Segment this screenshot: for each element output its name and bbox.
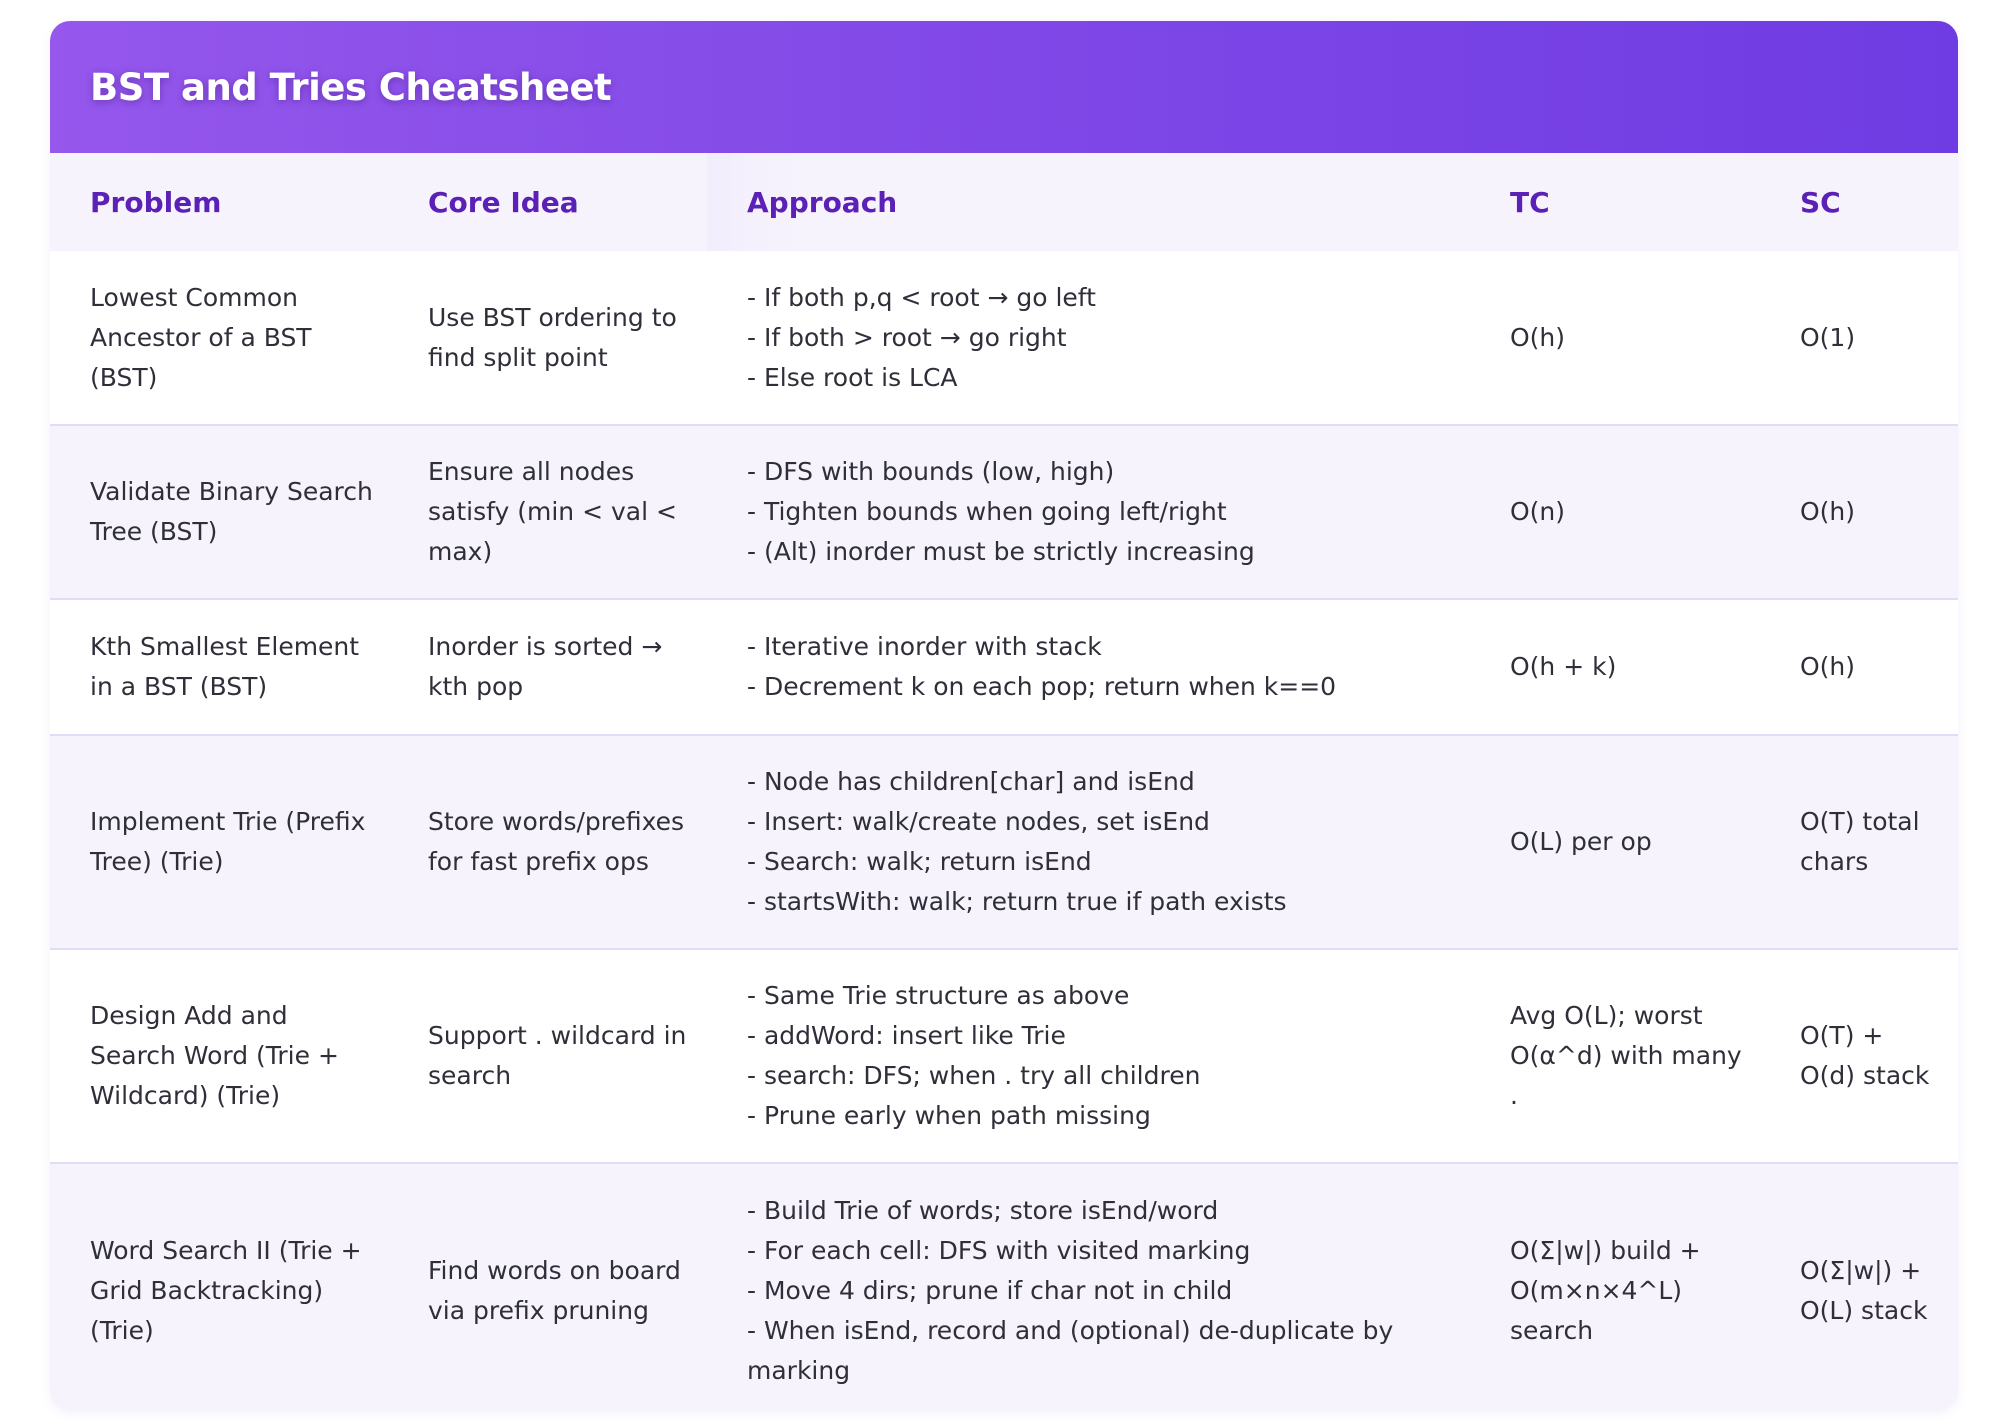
page-title: BST and Tries Cheatsheet bbox=[90, 65, 612, 109]
table-row: Implement Trie (Prefix Tree) (Trie) Stor… bbox=[50, 734, 1958, 949]
cell-approach: - Same Trie structure as above - addWord… bbox=[707, 948, 1470, 1163]
cell-approach: - If both p,q < root → go left - If both… bbox=[707, 251, 1470, 425]
cell-approach: - Node has children[char] and isEnd - In… bbox=[707, 734, 1470, 949]
approach-step: - Decrement k on each pop; return when k… bbox=[747, 672, 1337, 701]
cell-problem: Word Search II (Trie + Grid Backtracking… bbox=[50, 1162, 388, 1411]
cell-sc: O(h) bbox=[1760, 598, 1958, 735]
approach-step: - search: DFS; when . try all children bbox=[747, 1061, 1201, 1090]
approach-step: - Build Trie of words; store isEnd/word bbox=[747, 1195, 1219, 1225]
cell-core-idea: Inorder is sorted → kth pop bbox=[388, 598, 707, 735]
cell-problem: Validate Binary Search Tree (BST) bbox=[50, 424, 388, 599]
column-header-approach: Approach bbox=[707, 153, 1470, 251]
cell-sc: O(T) total chars bbox=[1760, 734, 1958, 949]
cell-approach: - Iterative inorder with stack - Decreme… bbox=[707, 598, 1470, 735]
cell-tc: O(n) bbox=[1470, 424, 1760, 599]
cell-sc: O(h) bbox=[1760, 424, 1958, 599]
approach-step: - Else root is LCA bbox=[747, 362, 958, 392]
column-header-core-idea: Core Idea bbox=[388, 153, 707, 251]
cell-core-idea: Use BST ordering to find split point bbox=[388, 251, 707, 425]
column-header-problem: Problem bbox=[50, 153, 388, 251]
cell-sc: O(Σ|w|) + O(L) stack bbox=[1760, 1162, 1958, 1411]
cell-tc: O(h) bbox=[1470, 251, 1760, 425]
table-row: Kth Smallest Element in a BST (BST) Inor… bbox=[50, 598, 1958, 735]
column-header-tc: TC bbox=[1470, 153, 1760, 251]
approach-step: - (Alt) inorder must be strictly increas… bbox=[747, 537, 1255, 566]
cheatsheet-card: BST and Tries Cheatsheet Problem Core Id… bbox=[50, 21, 1958, 1411]
approach-step: - Insert: walk/create nodes, set isEnd bbox=[747, 807, 1210, 836]
approach-step: - startsWith: walk; return true if path … bbox=[747, 887, 1287, 916]
table-row: Lowest Common Ancestor of a BST (BST) Us… bbox=[50, 251, 1958, 425]
cell-problem: Implement Trie (Prefix Tree) (Trie) bbox=[50, 734, 388, 949]
approach-step: - Search: walk; return isEnd bbox=[747, 847, 1092, 876]
table-header: Problem Core Idea Approach TC SC bbox=[50, 153, 1958, 251]
cell-problem: Design Add and Search Word (Trie + Wildc… bbox=[50, 948, 388, 1163]
cell-approach: - Build Trie of words; store isEnd/word … bbox=[707, 1162, 1470, 1411]
approach-step: - Iterative inorder with stack bbox=[747, 632, 1102, 661]
approach-step: - Prune early when path missing bbox=[747, 1101, 1151, 1130]
cell-core-idea: Find words on board via prefix pruning bbox=[388, 1162, 707, 1411]
table-row: Design Add and Search Word (Trie + Wildc… bbox=[50, 948, 1958, 1163]
approach-step: - Tighten bounds when going left/right bbox=[747, 497, 1227, 526]
header-row: Problem Core Idea Approach TC SC bbox=[50, 153, 1958, 251]
cell-problem: Kth Smallest Element in a BST (BST) bbox=[50, 598, 388, 735]
approach-step: - Node has children[char] and isEnd bbox=[747, 767, 1195, 796]
cell-tc: O(h + k) bbox=[1470, 598, 1760, 735]
approach-step: - If both > root → go right bbox=[747, 322, 1067, 352]
approach-step: - Same Trie structure as above bbox=[747, 981, 1130, 1010]
cell-core-idea: Ensure all nodes satisfy (min < val < ma… bbox=[388, 424, 707, 599]
cell-tc: O(Σ|w|) build + O(m×n×4^L) search bbox=[1470, 1162, 1760, 1411]
table-row: Word Search II (Trie + Grid Backtracking… bbox=[50, 1162, 1958, 1411]
cell-problem: Lowest Common Ancestor of a BST (BST) bbox=[50, 251, 388, 425]
approach-step: - Move 4 dirs; prune if char not in chil… bbox=[747, 1275, 1233, 1305]
cheatsheet-table: Problem Core Idea Approach TC SC Lowest … bbox=[50, 153, 1958, 1411]
column-header-sc: SC bbox=[1760, 153, 1958, 251]
cell-tc: O(L) per op bbox=[1470, 734, 1760, 949]
approach-step: - addWord: insert like Trie bbox=[747, 1021, 1066, 1050]
cell-sc: O(1) bbox=[1760, 251, 1958, 425]
cell-core-idea: Store words/prefixes for fast prefix ops bbox=[388, 734, 707, 949]
table-body: Lowest Common Ancestor of a BST (BST) Us… bbox=[50, 251, 1958, 1411]
cell-core-idea: Support . wildcard in search bbox=[388, 948, 707, 1163]
approach-step: - When isEnd, record and (optional) de-d… bbox=[747, 1315, 1394, 1385]
cell-sc: O(T) + O(d) stack bbox=[1760, 948, 1958, 1163]
card-header: BST and Tries Cheatsheet bbox=[50, 21, 1958, 153]
approach-step: - DFS with bounds (low, high) bbox=[747, 457, 1115, 486]
cell-approach: - DFS with bounds (low, high) - Tighten … bbox=[707, 424, 1470, 599]
approach-step: - If both p,q < root → go left bbox=[747, 282, 1096, 312]
cell-tc: Avg O(L); worst O(α^d) with many . bbox=[1470, 948, 1760, 1163]
table-row: Validate Binary Search Tree (BST) Ensure… bbox=[50, 424, 1958, 599]
approach-step: - For each cell: DFS with visited markin… bbox=[747, 1235, 1251, 1265]
